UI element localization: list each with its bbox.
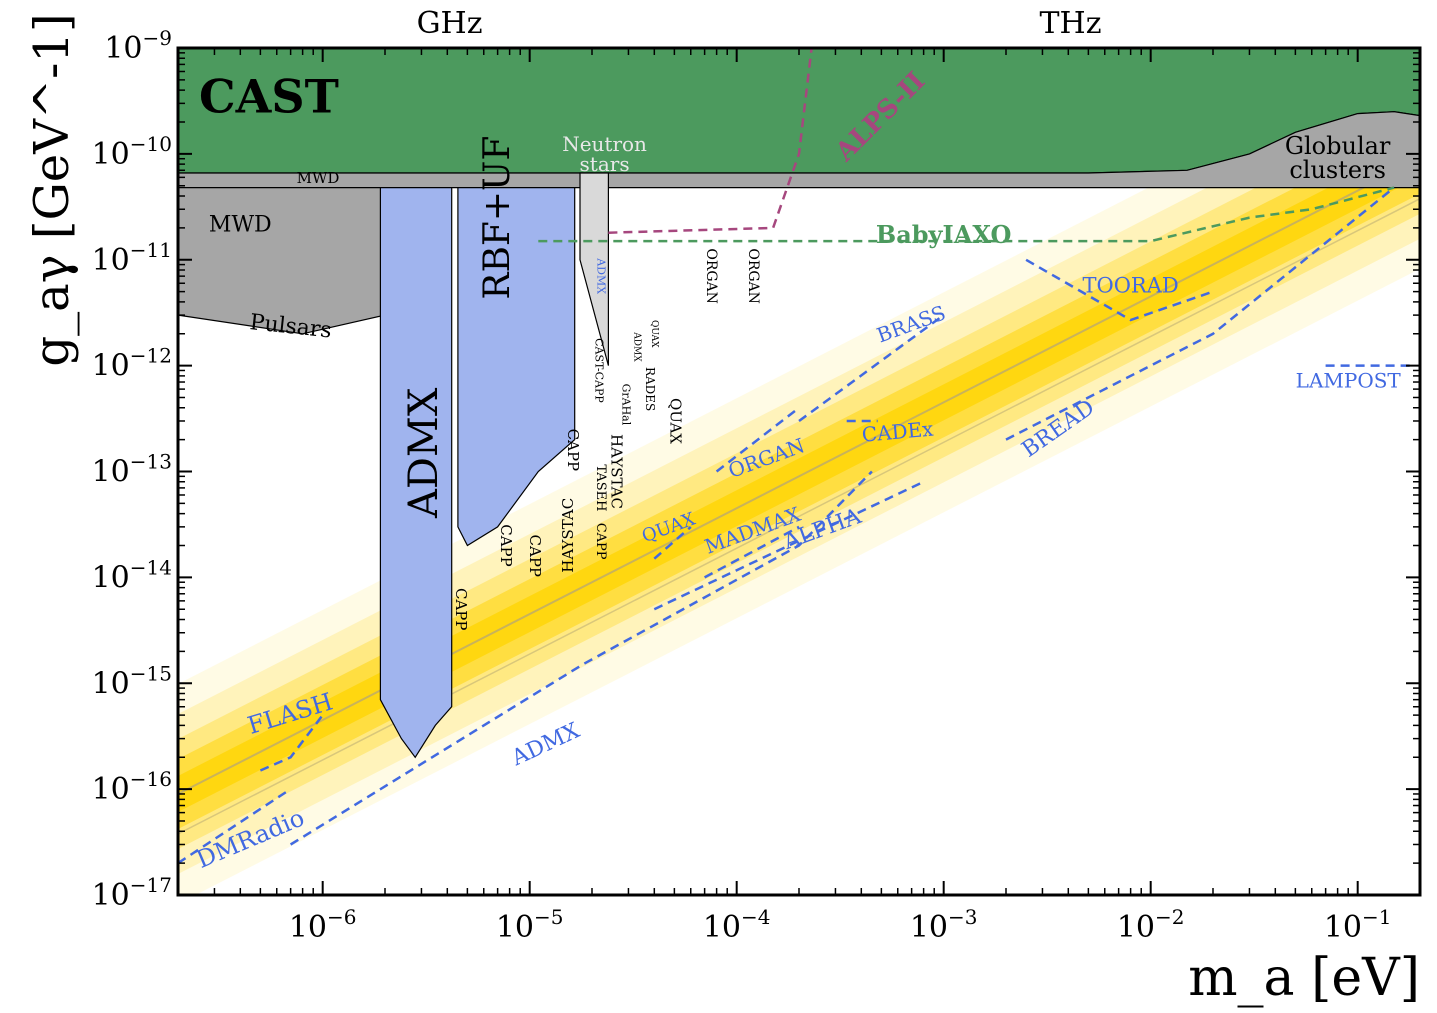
projection-alpha [653,480,925,611]
label-cast-capp: CAST-CAPP [593,338,606,403]
constraint-globular-clusters [178,111,1420,189]
constraint-admx [379,187,453,759]
top-axis-label-ghz: GHz [417,6,483,41]
label-clusters: clusters [1289,156,1386,184]
label-admx: ADMX [595,257,608,294]
label-neutron: Neutron [562,132,647,156]
projection-dmradio [178,788,292,865]
projection-toorad [1025,258,1214,322]
projection-quax [653,525,692,560]
projection-flash [259,714,324,772]
label-capp: CAPP [593,523,608,560]
top-axis-label-thz: THz [1040,6,1102,41]
label-mwd: MWD [209,213,272,238]
y-tick-label: 10−15 [92,661,172,701]
x-tick-label: 10−4 [703,905,771,945]
label-admx: ADMX [632,331,642,362]
label-quax: QUAX [649,320,659,348]
constraint-mwd [178,187,386,335]
label-stars: stars [580,152,630,176]
label-globular: Globular [1285,132,1391,160]
label-cast: CAST [199,69,339,123]
y-tick-label: 10−9 [104,26,172,66]
label-babyiaxo: BabyIAXO [876,220,1012,249]
axis-ticks: 10−6 10−5 10−4 10−3 10−2 10−1 10−9 10−10 10−11 10… [92,26,1421,945]
x-axis-title: m_a [eV] [1188,948,1420,1008]
label-organ: ORGAN [703,248,719,304]
label-lampost: LAMPOST [1296,369,1402,393]
label-haystac: HAYSTAC [559,498,577,573]
x-tick-label: 10−1 [1324,905,1392,945]
y-axis-title: g_aγ [GeV^-1] [24,13,80,366]
y-tick-label: 10−14 [92,555,172,595]
axis-titles: GHz THz m_a [eV] g_aγ [GeV^-1] [24,6,1420,1008]
label-grahal: GrAHal [619,384,632,426]
y-tick-label: 10−11 [92,238,172,278]
label-capp: CAPP [452,588,470,631]
y-tick-label: 10−13 [92,450,172,490]
label-rades: RADES [643,367,657,411]
projection-alps-ii [608,48,813,234]
x-tick-label: 10−6 [289,905,357,945]
label-taseh: TASEH [593,464,608,511]
y-tick-label: 10−10 [92,132,172,172]
y-tick-label: 10−17 [92,873,172,913]
label-organ: ORGAN [745,248,761,304]
projection-organ [715,406,800,473]
label-capp: CAPP [564,429,582,472]
constraint-rbf-uf [457,187,576,547]
excluded-regions [178,48,1420,759]
y-tick-label: 10−16 [92,767,172,807]
projection-lines [178,48,1416,865]
y-tick-label: 10−12 [92,344,172,384]
projection-babyiaxo [538,186,1395,243]
label-capp: CAPP [526,535,544,578]
label-toorad: TOORAD [1082,274,1178,298]
label-mwd: MWD [297,169,340,187]
label-haystac: HAYSTAC [608,434,626,509]
label-admx: ADMX [401,387,447,519]
x-tick-label: 10−2 [1117,905,1185,945]
projection-madmax [704,525,800,579]
theory-band-edge [178,198,1420,835]
projection-admx [289,470,873,846]
x-tick-label: 10−3 [910,905,978,945]
projection-bread [1005,186,1395,441]
label-quax: QUAX [666,398,684,444]
constraint-neutron-stars [579,172,610,366]
label-rbf-uf: RBF+UF [477,136,518,300]
label-capp: CAPP [497,524,515,567]
x-tick-label: 10−5 [496,905,564,945]
